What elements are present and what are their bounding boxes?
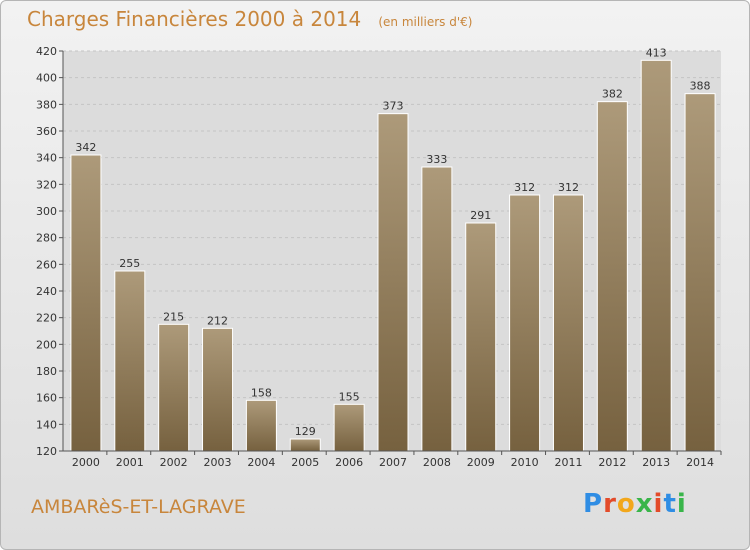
x-tick-label: 2002 bbox=[160, 456, 188, 469]
bar bbox=[202, 327, 234, 452]
bar bbox=[552, 194, 584, 452]
bar-value-label: 155 bbox=[339, 390, 360, 403]
bar-value-label: 413 bbox=[646, 46, 667, 59]
x-tick-label: 2013 bbox=[642, 456, 670, 469]
bar bbox=[640, 59, 672, 452]
x-tick-label: 2007 bbox=[379, 456, 407, 469]
bar-value-label: 215 bbox=[163, 310, 184, 323]
bar bbox=[421, 166, 453, 452]
y-tick-label: 300 bbox=[36, 205, 57, 218]
logo-letter: i bbox=[676, 489, 687, 519]
x-tick-label: 2009 bbox=[467, 456, 495, 469]
bar bbox=[158, 323, 190, 452]
bar-value-label: 333 bbox=[426, 153, 447, 166]
y-tick-label: 340 bbox=[36, 152, 57, 165]
x-tick-label: 2014 bbox=[686, 456, 714, 469]
y-tick-label: 400 bbox=[36, 72, 57, 85]
bar bbox=[684, 93, 716, 452]
x-tick-label: 2005 bbox=[291, 456, 319, 469]
bar-value-label: 388 bbox=[690, 80, 711, 93]
y-tick-label: 120 bbox=[36, 445, 57, 458]
bar-value-label: 342 bbox=[75, 141, 96, 154]
bar-value-label: 255 bbox=[119, 257, 140, 270]
logo-letter: i bbox=[653, 489, 664, 519]
x-tick-label: 2008 bbox=[423, 456, 451, 469]
axes: 120 140 160 180 200 220 240 260 280 300 320 340 360 3… bbox=[36, 45, 722, 469]
bar bbox=[245, 399, 277, 452]
bar bbox=[596, 101, 628, 452]
x-tick-label: 2010 bbox=[511, 456, 539, 469]
bar-value-label: 382 bbox=[602, 88, 623, 101]
bar-value-label: 212 bbox=[207, 314, 228, 327]
x-tick-label: 2012 bbox=[598, 456, 626, 469]
x-tick-label: 2000 bbox=[72, 456, 100, 469]
bar-value-label: 312 bbox=[558, 181, 579, 194]
bar-value-label: 158 bbox=[251, 386, 272, 399]
y-tick-label: 160 bbox=[36, 392, 57, 405]
y-tick-label: 140 bbox=[36, 418, 57, 431]
y-tick-label: 380 bbox=[36, 98, 57, 111]
x-tick-label: 2001 bbox=[116, 456, 144, 469]
y-tick-label: 220 bbox=[36, 312, 57, 325]
bars: 342 255 215 212 158 129 155 373 333 291 312 312 382 4… bbox=[70, 46, 716, 452]
y-tick-label: 420 bbox=[36, 45, 57, 58]
bar bbox=[289, 438, 321, 452]
logo-letter: P bbox=[583, 489, 604, 519]
y-tick-label: 240 bbox=[36, 285, 57, 298]
chart-unit: (en milliers d'€) bbox=[378, 15, 473, 29]
y-tick-label: 260 bbox=[36, 258, 57, 271]
bar-value-label: 373 bbox=[383, 100, 404, 113]
bar bbox=[70, 154, 102, 452]
proxiti-logo: Proxiti bbox=[583, 489, 687, 519]
logo-letter: o bbox=[616, 489, 636, 519]
chart-title: Charges Financières 2000 à 2014 bbox=[27, 7, 362, 31]
bar bbox=[465, 222, 497, 452]
bar bbox=[377, 113, 409, 452]
x-tick-label: 2003 bbox=[204, 456, 232, 469]
commune-name: AMBARèS-ET-LAGRAVE bbox=[31, 496, 246, 518]
bar-value-label: 291 bbox=[470, 209, 491, 222]
y-tick-label: 360 bbox=[36, 125, 57, 138]
bar bbox=[509, 194, 541, 452]
x-tick-label: 2011 bbox=[554, 456, 582, 469]
bar-value-label: 312 bbox=[514, 181, 535, 194]
logo-letter: x bbox=[635, 489, 654, 519]
x-tick-label: 2006 bbox=[335, 456, 363, 469]
y-tick-label: 180 bbox=[36, 365, 57, 378]
logo-letter: t bbox=[663, 489, 677, 519]
chart-title-block: Charges Financières 2000 à 2014 (en mill… bbox=[27, 7, 472, 31]
y-tick-label: 320 bbox=[36, 178, 57, 191]
y-tick-label: 200 bbox=[36, 338, 57, 351]
x-tick-label: 2004 bbox=[247, 456, 275, 469]
bar bbox=[333, 403, 365, 452]
bar bbox=[114, 270, 146, 452]
y-tick-label: 280 bbox=[36, 232, 57, 245]
bar-value-label: 129 bbox=[295, 425, 316, 438]
logo-letter: r bbox=[603, 489, 617, 519]
